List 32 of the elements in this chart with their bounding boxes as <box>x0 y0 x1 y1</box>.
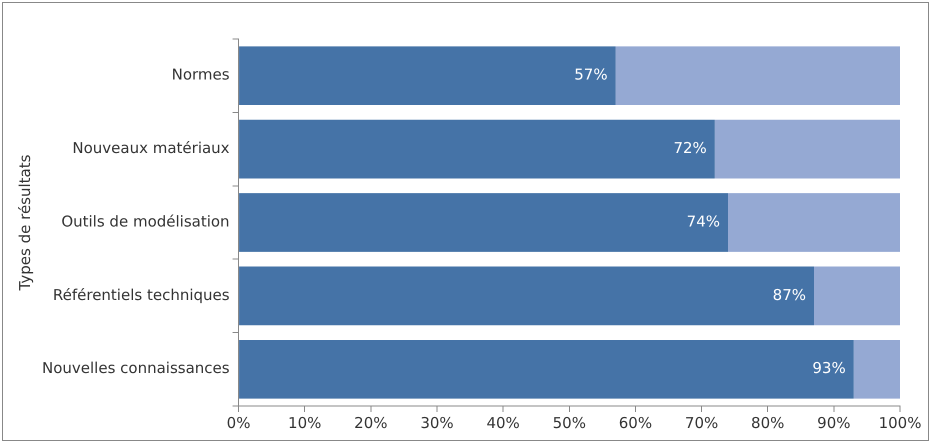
x-tick-label: 50% <box>552 414 586 432</box>
x-tick-label: 40% <box>486 414 520 432</box>
bar <box>239 340 854 399</box>
bar <box>239 266 814 326</box>
x-tick-label: 10% <box>288 414 322 432</box>
bar <box>814 266 900 326</box>
y-tick-label: Outils de modélisation <box>61 212 230 230</box>
bar <box>239 193 728 252</box>
x-tick-label: 70% <box>684 414 718 432</box>
x-tick-label: 0% <box>226 414 250 432</box>
y-tick-label: Nouvelles connaissances <box>42 359 230 378</box>
bar <box>239 120 715 178</box>
y-axis-title: Types de résultats <box>16 154 34 292</box>
bar <box>616 46 900 106</box>
data-label: 57% <box>574 66 608 84</box>
x-tick-label: 20% <box>354 414 388 432</box>
bar <box>714 120 900 178</box>
data-label: 74% <box>686 212 720 230</box>
y-tick-label: Nouveaux matériaux <box>72 138 230 157</box>
bar <box>854 340 900 399</box>
data-label: 72% <box>673 138 707 157</box>
y-tick-label: Normes <box>172 66 230 84</box>
x-tick-label: 80% <box>751 414 784 432</box>
bar <box>239 46 616 106</box>
x-tick-label: 100% <box>878 414 922 432</box>
y-tick-label: Référentiels techniques <box>52 286 230 304</box>
x-tick-label: 30% <box>420 414 454 432</box>
data-label: 87% <box>772 286 806 304</box>
x-tick-label: 60% <box>618 414 652 432</box>
x-tick-label: 90% <box>817 414 851 432</box>
data-label: 93% <box>812 359 846 378</box>
bar <box>728 193 900 252</box>
